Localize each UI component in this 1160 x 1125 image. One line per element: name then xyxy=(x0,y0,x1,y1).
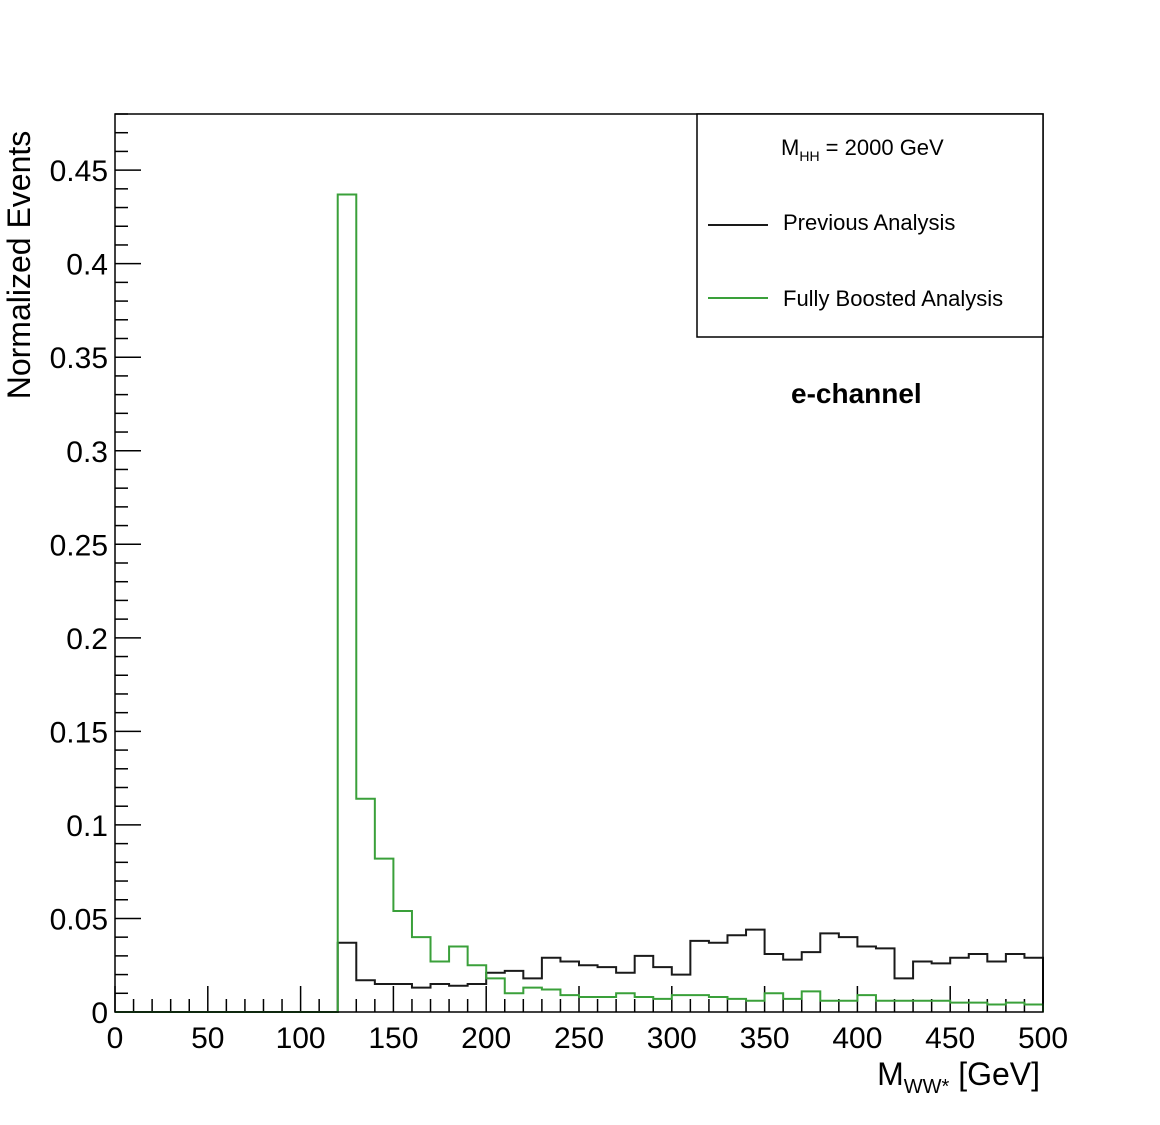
y-axis-title: Normalized Events xyxy=(1,131,37,400)
legend-header-main: M xyxy=(781,135,799,160)
x-tick-label: 450 xyxy=(925,1022,975,1055)
channel-annotation: e-channel xyxy=(791,378,922,409)
series-line-fully-boosted-analysis xyxy=(115,193,1044,1013)
y-tick-label: 0.25 xyxy=(50,529,108,562)
series-line-previous-analysis xyxy=(115,928,1044,1013)
x-axis-title: MWW* [GeV] xyxy=(877,1056,1040,1098)
y-tick-label: 0.05 xyxy=(50,903,108,936)
y-tick-label: 0.15 xyxy=(50,716,108,749)
x-axis-title-unit: [GeV] xyxy=(949,1056,1040,1092)
series-layer xyxy=(115,193,1044,1013)
x-tick-label: 0 xyxy=(107,1022,124,1055)
y-tick-label: 0.35 xyxy=(50,342,108,375)
y-tick-label: 0.3 xyxy=(66,436,108,469)
x-tick-label: 300 xyxy=(647,1022,697,1055)
x-tick-label: 100 xyxy=(276,1022,326,1055)
x-axis-title-main: M xyxy=(877,1056,904,1092)
x-axis-title-subscript: WW* xyxy=(904,1076,950,1098)
y-tick-label: 0 xyxy=(91,997,108,1030)
y-tick-label: 0.1 xyxy=(66,810,108,843)
legend-label-previous: Previous Analysis xyxy=(783,210,955,235)
axis-ticks xyxy=(114,113,1044,1013)
tick-labels: 0 50 100 150 200 250 300 350 400 450 500 0 0.05 0.1 0.… xyxy=(50,155,1068,1055)
x-tick-label: 250 xyxy=(554,1022,604,1055)
legend-label-fully-boosted: Fully Boosted Analysis xyxy=(783,286,1003,311)
legend-header: MHH = 2000 GeV xyxy=(781,135,944,164)
x-tick-label: 200 xyxy=(461,1022,511,1055)
y-tick-label: 0.45 xyxy=(50,155,108,188)
x-tick-label: 400 xyxy=(832,1022,882,1055)
x-tick-label: 500 xyxy=(1018,1022,1068,1055)
plot-frame xyxy=(114,113,1044,1013)
x-tick-label: 150 xyxy=(368,1022,418,1055)
legend: MHH = 2000 GeV Previous Analysis Fully B… xyxy=(696,113,1044,338)
y-tick-label: 0.2 xyxy=(66,623,108,656)
x-tick-label: 350 xyxy=(740,1022,790,1055)
legend-header-subscript: HH xyxy=(799,148,819,164)
y-tick-label: 0.4 xyxy=(66,249,108,282)
x-tick-label: 50 xyxy=(191,1022,224,1055)
legend-header-rest: = 2000 GeV xyxy=(820,135,944,160)
